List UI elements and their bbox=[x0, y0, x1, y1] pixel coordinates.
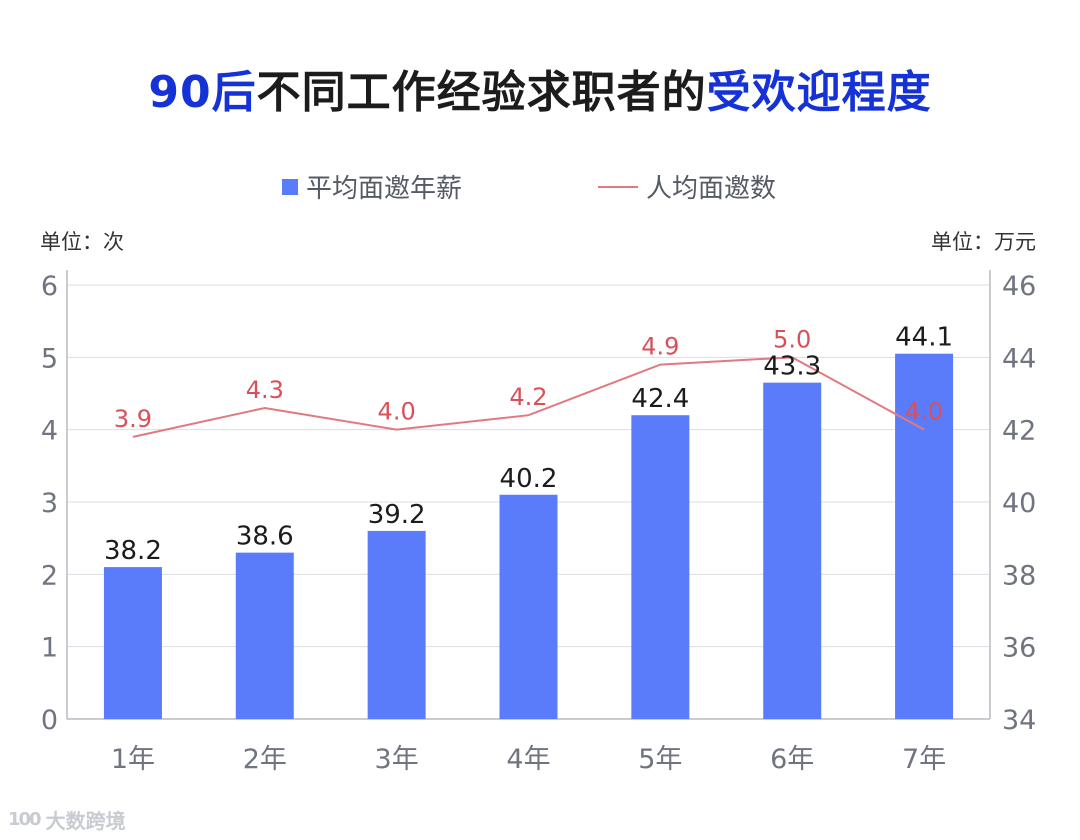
left-axis-tick-label: 6 bbox=[41, 271, 58, 302]
bar-data-label: 42.4 bbox=[631, 384, 689, 414]
right-axis-tick-label: 38 bbox=[1002, 560, 1036, 591]
bar bbox=[367, 530, 426, 719]
legend-item-line: 人均面邀数 bbox=[598, 168, 776, 205]
line-data-label: 5.0 bbox=[773, 325, 811, 353]
legend-line-label: 人均面邀数 bbox=[646, 174, 777, 204]
bar-data-label: 40.2 bbox=[500, 464, 558, 494]
x-axis-tick-label: 1年 bbox=[111, 744, 155, 775]
title-prefix: 90后 bbox=[148, 67, 257, 118]
left-axis-tick-label: 0 bbox=[41, 705, 58, 736]
line-data-label: 3.9 bbox=[114, 405, 152, 433]
bar bbox=[103, 567, 162, 719]
bar bbox=[499, 494, 558, 719]
line-series bbox=[132, 356, 925, 438]
bar-data-label: 38.2 bbox=[104, 536, 162, 566]
x-axis-tick-label: 3年 bbox=[375, 744, 419, 775]
bar bbox=[235, 552, 294, 719]
left-axis-tick-label: 2 bbox=[41, 560, 58, 591]
right-axis-tick-label: 36 bbox=[1002, 633, 1036, 664]
right-axis-tick-label: 42 bbox=[1002, 416, 1036, 447]
left-axis-tick-label: 4 bbox=[41, 416, 58, 447]
bar bbox=[763, 382, 822, 719]
right-axis-tick-label: 34 bbox=[1002, 705, 1036, 736]
line-data-label: 4.3 bbox=[246, 376, 284, 404]
x-axis-tick-label: 4年 bbox=[506, 744, 550, 775]
legend: 平均面邀年薪 人均面邀数 bbox=[0, 168, 1080, 204]
bar bbox=[895, 353, 954, 719]
x-axis-tick-label: 5年 bbox=[638, 744, 682, 775]
legend-bar-swatch bbox=[282, 178, 298, 195]
right-axis-unit: 单位：万元 bbox=[931, 230, 1036, 254]
legend-bar-label: 平均面邀年薪 bbox=[306, 174, 463, 204]
title-suffix: 受欢迎程度 bbox=[706, 67, 932, 118]
bar-data-label: 43.3 bbox=[763, 352, 821, 382]
left-axis-tick-label: 5 bbox=[41, 343, 58, 374]
legend-item-bar: 平均面邀年薪 bbox=[282, 168, 462, 205]
bar-data-label: 38.6 bbox=[236, 522, 294, 552]
bar-data-label: 44.1 bbox=[895, 323, 953, 353]
right-axis-tick-label: 40 bbox=[1002, 488, 1036, 519]
right-axis-tick-label: 46 bbox=[1002, 271, 1036, 302]
x-axis-tick-label: 7年 bbox=[902, 744, 946, 775]
bar bbox=[631, 415, 690, 719]
left-axis-unit: 单位：次 bbox=[40, 230, 124, 254]
x-axis-tick-label: 6年 bbox=[770, 744, 814, 775]
left-axis-tick-label: 1 bbox=[41, 633, 58, 664]
watermark: 100 大数跨境 bbox=[8, 805, 126, 834]
right-axis-tick-label: 44 bbox=[1002, 343, 1036, 374]
left-axis-tick-label: 3 bbox=[41, 488, 58, 519]
line-data-label: 4.9 bbox=[641, 333, 679, 361]
watermark-logo-icon: 100 bbox=[8, 809, 42, 830]
legend-line-swatch bbox=[598, 185, 638, 188]
watermark-text: 大数跨境 bbox=[45, 809, 126, 833]
title-middle: 不同工作经验求职者的 bbox=[256, 67, 707, 118]
x-axis-tick-label: 2年 bbox=[243, 744, 287, 775]
line-data-label: 4.0 bbox=[905, 398, 943, 426]
line-data-label: 4.2 bbox=[509, 383, 547, 411]
line-data-label: 4.0 bbox=[378, 398, 416, 426]
bar-data-label: 39.2 bbox=[368, 500, 426, 530]
chart-title: 90后不同工作经验求职者的受欢迎程度 bbox=[0, 56, 1080, 120]
